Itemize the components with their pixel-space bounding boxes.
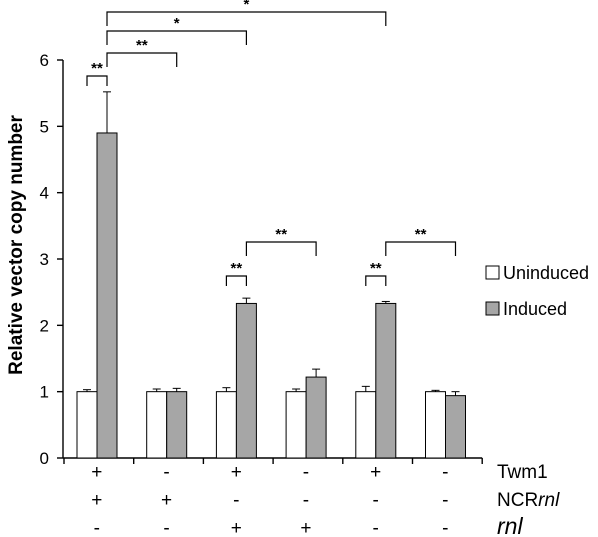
significance-bracket [385, 241, 457, 256]
bar-induced [445, 395, 466, 459]
y-tick-label: 3 [40, 250, 49, 269]
bar-induced [166, 391, 188, 459]
condition-value: - [442, 490, 448, 511]
bar-uninduced [76, 391, 98, 459]
y-tick-label: 5 [40, 117, 49, 136]
significance-bracket [106, 52, 178, 67]
condition-value: - [442, 462, 448, 483]
significance-label: ** [91, 60, 103, 77]
legend-swatch [485, 265, 500, 280]
significance-bracket [106, 30, 247, 45]
significance-label: ** [136, 37, 148, 54]
bars [76, 132, 466, 459]
condition-value: - [94, 518, 100, 537]
significance-label: ** [415, 226, 427, 243]
condition-value: + [91, 462, 102, 483]
y-axis-label: Relative vector copy number [6, 115, 27, 375]
bar-induced [375, 302, 397, 459]
significance-label: ** [370, 260, 382, 277]
bar-induced [235, 302, 257, 459]
bar-uninduced [285, 391, 307, 459]
condition-row-label: rnl [497, 513, 523, 537]
legend-swatch [485, 301, 500, 316]
bar-uninduced [355, 391, 377, 459]
condition-row-label: NCRrnl [497, 490, 560, 511]
legend-label: Uninduced [503, 263, 589, 283]
condition-value: - [163, 518, 169, 537]
y-tick-label: 1 [40, 383, 49, 402]
condition-value: - [303, 490, 309, 511]
condition-row-label: Twm1 [497, 462, 548, 483]
bar-uninduced [146, 391, 168, 459]
significance-label: ** [231, 260, 243, 277]
condition-value: - [303, 462, 309, 483]
y-tick-label: 6 [40, 51, 49, 70]
significance-bracket [106, 11, 387, 26]
condition-value: + [300, 518, 311, 537]
significance-bracket [365, 275, 387, 286]
error-bars [83, 91, 460, 396]
bar-induced [305, 376, 327, 459]
condition-table: + - + - + - Twm1 + + - - - - NCRrnl - - + + - - rnl [91, 462, 560, 537]
significance-brackets: ************** [86, 0, 457, 286]
condition-value: + [370, 462, 381, 483]
condition-value: - [163, 462, 169, 483]
axes: 0 1 2 3 4 5 6 [40, 51, 483, 468]
legend: Uninduced Induced [485, 263, 589, 319]
condition-value: - [442, 518, 448, 537]
condition-value: + [231, 518, 242, 537]
legend-label: Induced [503, 299, 567, 319]
significance-label: ** [275, 226, 287, 243]
bar-uninduced [425, 391, 446, 459]
condition-value: + [91, 490, 102, 511]
significance-bracket [86, 75, 108, 86]
condition-value: + [161, 490, 172, 511]
bar-uninduced [215, 391, 237, 459]
condition-value: + [231, 462, 242, 483]
y-tick-label: 2 [40, 316, 49, 335]
condition-value: - [372, 490, 378, 511]
y-tick-label: 0 [40, 449, 49, 468]
y-tick-label: 4 [40, 184, 49, 203]
significance-label: * [243, 0, 249, 13]
condition-value: - [372, 518, 378, 537]
condition-value: - [233, 490, 239, 511]
significance-bracket [245, 241, 317, 256]
significance-label: * [174, 15, 180, 32]
significance-bracket [225, 275, 247, 286]
bar-induced [96, 132, 118, 459]
